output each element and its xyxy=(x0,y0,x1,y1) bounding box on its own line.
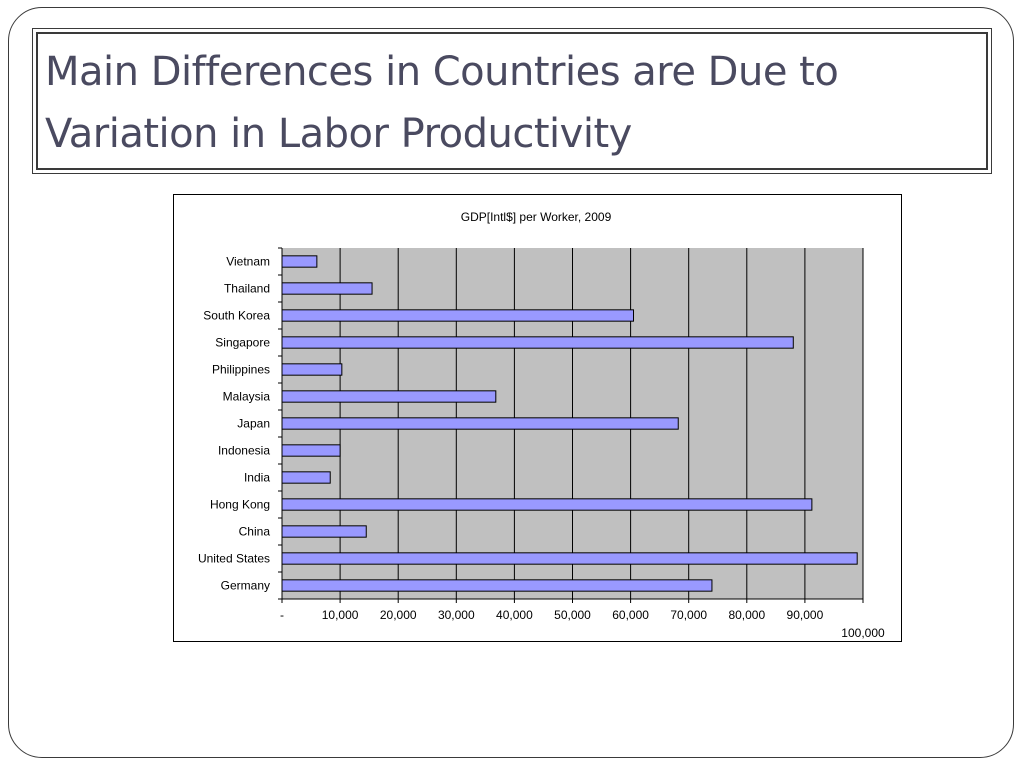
category-label: Japan xyxy=(237,417,270,431)
category-label: Singapore xyxy=(215,336,270,350)
x-tick-label: 60,000 xyxy=(612,608,649,622)
bar-japan xyxy=(281,417,679,430)
bar-united-states xyxy=(281,552,858,565)
chart-container: GDP[Intl$] per Worker, 2009 Vietnam Thail… xyxy=(173,194,902,642)
title-box-inner-border xyxy=(36,32,988,170)
bar-south-korea xyxy=(281,309,635,322)
category-label: Thailand xyxy=(224,282,270,296)
slide-frame xyxy=(8,7,1014,758)
bar-hong-kong xyxy=(281,498,813,511)
category-label: China xyxy=(239,525,271,539)
x-tick-label: 90,000 xyxy=(787,608,824,622)
bar-indonesia xyxy=(281,444,341,457)
x-tick-label: 20,000 xyxy=(380,608,417,622)
bar-philippines xyxy=(281,363,343,376)
slide-title: Main Differences in Countries are Due to… xyxy=(45,49,839,157)
category-label: South Korea xyxy=(203,309,270,323)
category-label: Philippines xyxy=(212,363,270,377)
bar-malaysia xyxy=(281,390,497,403)
bar-germany xyxy=(281,579,713,592)
x-tick-label: 70,000 xyxy=(670,608,707,622)
x-tick-label: 80,000 xyxy=(728,608,765,622)
x-tick-label: 30,000 xyxy=(438,608,475,622)
chart-title: GDP[Intl$] per Worker, 2009 xyxy=(461,210,612,224)
x-tick-label: 10,000 xyxy=(322,608,359,622)
category-label: Indonesia xyxy=(218,444,270,458)
category-label: Vietnam xyxy=(226,255,270,269)
bar-india xyxy=(281,471,331,484)
category-label: India xyxy=(244,471,270,485)
bar-singapore xyxy=(281,336,794,349)
bar-vietnam xyxy=(281,255,318,268)
category-label: Malaysia xyxy=(223,390,271,404)
title-box: Main Differences in Countries are Due to… xyxy=(32,28,992,174)
x-tick-label: 100,000 xyxy=(841,626,885,640)
bar-thailand xyxy=(281,282,373,295)
category-label: United States xyxy=(198,552,270,566)
bar-chart: GDP[Intl$] per Worker, 2009 Vietnam Thail… xyxy=(198,210,885,640)
x-tick-label: 50,000 xyxy=(554,608,591,622)
category-label: Hong Kong xyxy=(210,498,270,512)
bar-china xyxy=(281,525,367,538)
x-tick-label: - xyxy=(280,608,284,622)
x-tick-label: 40,000 xyxy=(496,608,533,622)
category-label: Germany xyxy=(221,579,270,593)
